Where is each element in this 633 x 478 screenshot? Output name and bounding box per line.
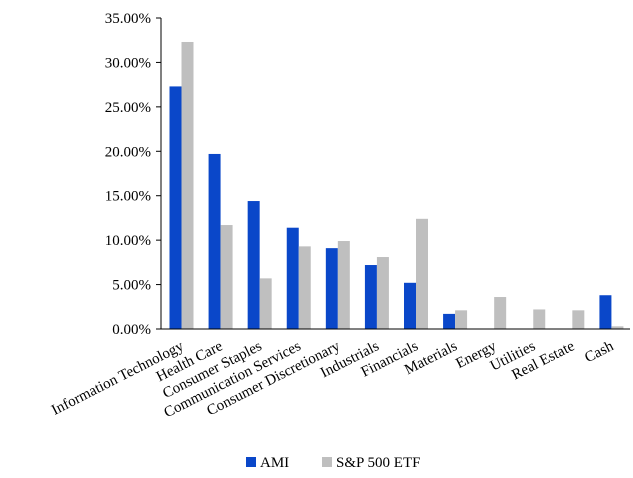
bar-ami-materials xyxy=(443,313,456,329)
bar-s-p-500-etf-consumer-staples xyxy=(259,278,272,329)
x-tick-label: Cash xyxy=(582,338,616,366)
bars xyxy=(169,41,624,330)
y-tick-label: 15.00% xyxy=(105,189,151,205)
bar-s-p-500-etf-industrials xyxy=(376,257,389,329)
bar-s-p-500-etf-utilities xyxy=(533,309,546,329)
legend-label: AMI xyxy=(260,455,289,471)
y-tick-label: 35.00% xyxy=(105,11,151,27)
bar-s-p-500-etf-information-technology xyxy=(181,41,194,330)
bar-s-p-500-etf-materials xyxy=(455,310,468,329)
y-tick-label: 5.00% xyxy=(112,278,151,294)
bar-s-p-500-etf-financials xyxy=(416,218,428,329)
bar-s-p-500-etf-cash xyxy=(611,326,624,329)
y-tick-label: 10.00% xyxy=(105,233,151,249)
bar-ami-consumer-staples xyxy=(247,201,260,329)
bar-ami-cash xyxy=(599,295,612,329)
bar-ami-financials xyxy=(404,282,416,329)
y-axis: 0.00% 5.00% 10.00% 15.00% 20.00% 25.00% 30.00%… xyxy=(105,11,162,338)
legend-swatch xyxy=(246,457,256,467)
bar-ami-industrials xyxy=(364,265,377,329)
bar-ami-health-care xyxy=(208,153,221,329)
legend-swatch xyxy=(322,457,332,467)
bar-s-p-500-etf-communication-services xyxy=(298,246,311,329)
bar-ami-information-technology xyxy=(169,86,182,329)
bar-ami-communication-services xyxy=(286,227,299,329)
bar-ami-consumer-discretionary xyxy=(325,248,338,329)
bar-s-p-500-etf-consumer-discretionary xyxy=(337,241,350,329)
bar-s-p-500-etf-health-care xyxy=(220,225,233,329)
bar-s-p-500-etf-energy xyxy=(494,297,507,329)
y-tick-label: 0.00% xyxy=(112,322,151,338)
y-tick-label: 25.00% xyxy=(105,100,151,116)
legend-label: S&P 500 ETF xyxy=(336,455,420,471)
legend: AMI S&P 500 ETF xyxy=(246,455,420,471)
y-tick-label: 20.00% xyxy=(105,144,151,160)
y-tick-label: 30.00% xyxy=(105,55,151,71)
bar-s-p-500-etf-real-estate xyxy=(572,310,585,329)
